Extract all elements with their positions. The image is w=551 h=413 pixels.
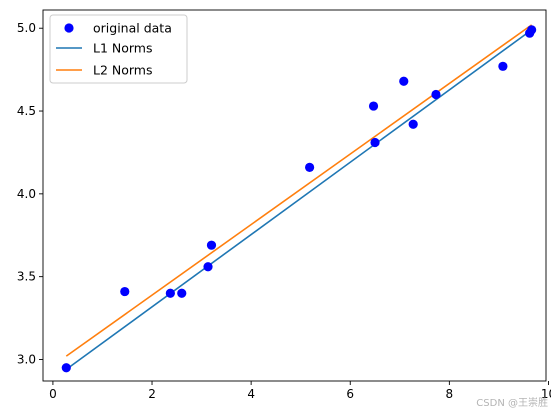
data-point [368, 101, 379, 111]
data-point [61, 363, 71, 373]
legend-label: original data [93, 21, 172, 36]
legend-label: L1 Norms [93, 41, 153, 56]
data-point [399, 76, 409, 86]
data-point [305, 162, 315, 172]
watermark: CSDN @王崇胜 [476, 397, 548, 409]
y-tick-label: 5.0 [17, 21, 36, 35]
x-tick-label: 8 [446, 387, 454, 401]
axes-frame [42, 9, 547, 382]
y-tick-label: 3.0 [17, 352, 36, 366]
legend-label: L2 Norms [93, 63, 153, 78]
x-tick-label: 10 [541, 387, 551, 401]
legend-box [49, 14, 188, 84]
y-tick-label: 4.5 [17, 104, 36, 118]
data-point [431, 89, 441, 100]
data-point [203, 262, 213, 272]
data-point [498, 61, 508, 71]
data-point [206, 240, 217, 250]
data-point [370, 137, 380, 148]
series-line-l2-norms [65, 24, 533, 357]
series-line-l1-norms [65, 29, 533, 371]
data-point [120, 286, 130, 297]
data-point [527, 25, 537, 35]
x-tick-label: 2 [148, 387, 156, 401]
x-tick-label: 6 [346, 387, 354, 401]
x-tick-label: 4 [247, 387, 255, 401]
y-tick-label: 4.0 [17, 187, 36, 201]
data-point [177, 288, 187, 298]
data-point [165, 288, 175, 298]
legend: original data L1 Norms L2 Norms [49, 14, 188, 84]
series-layer [61, 24, 537, 373]
axes-layer: 0 2 4 6 8 10 3.0 3.5 4.0 4.5 5.0 [17, 9, 551, 401]
y-tick-label: 3.5 [17, 270, 36, 284]
legend-marker [64, 23, 74, 33]
data-point [408, 119, 418, 129]
x-tick-label: 0 [49, 387, 57, 401]
